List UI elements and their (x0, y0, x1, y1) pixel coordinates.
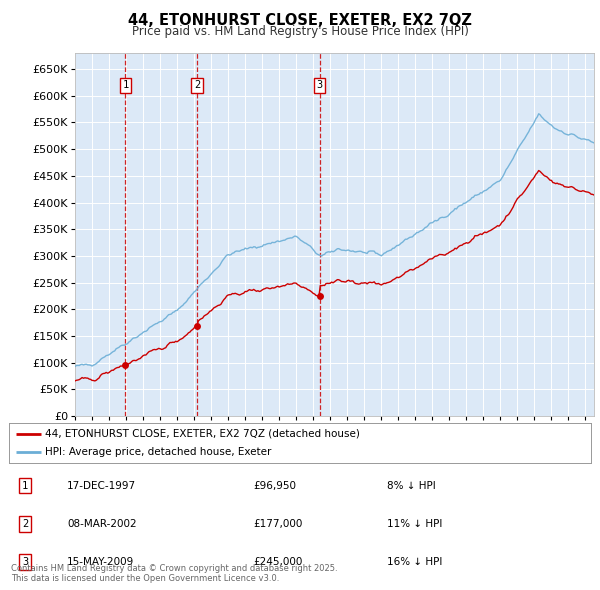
Text: 08-MAR-2002: 08-MAR-2002 (67, 519, 137, 529)
Text: 2: 2 (194, 80, 200, 90)
Text: 8% ↓ HPI: 8% ↓ HPI (388, 481, 436, 490)
Text: 44, ETONHURST CLOSE, EXETER, EX2 7QZ: 44, ETONHURST CLOSE, EXETER, EX2 7QZ (128, 13, 472, 28)
Text: 1: 1 (122, 80, 128, 90)
Text: HPI: Average price, detached house, Exeter: HPI: Average price, detached house, Exet… (45, 447, 271, 457)
Text: 15-MAY-2009: 15-MAY-2009 (67, 558, 134, 567)
Text: 11% ↓ HPI: 11% ↓ HPI (388, 519, 443, 529)
Text: 2: 2 (22, 519, 28, 529)
Text: 3: 3 (22, 558, 28, 567)
Text: 1: 1 (22, 481, 28, 490)
Text: 3: 3 (316, 80, 323, 90)
Text: Contains HM Land Registry data © Crown copyright and database right 2025.
This d: Contains HM Land Registry data © Crown c… (11, 563, 337, 583)
Text: 17-DEC-1997: 17-DEC-1997 (67, 481, 136, 490)
Text: £177,000: £177,000 (253, 519, 303, 529)
Text: Price paid vs. HM Land Registry's House Price Index (HPI): Price paid vs. HM Land Registry's House … (131, 25, 469, 38)
Text: 44, ETONHURST CLOSE, EXETER, EX2 7QZ (detached house): 44, ETONHURST CLOSE, EXETER, EX2 7QZ (de… (45, 429, 360, 439)
Text: £245,000: £245,000 (253, 558, 303, 567)
Text: £96,950: £96,950 (253, 481, 296, 490)
Text: 16% ↓ HPI: 16% ↓ HPI (388, 558, 443, 567)
